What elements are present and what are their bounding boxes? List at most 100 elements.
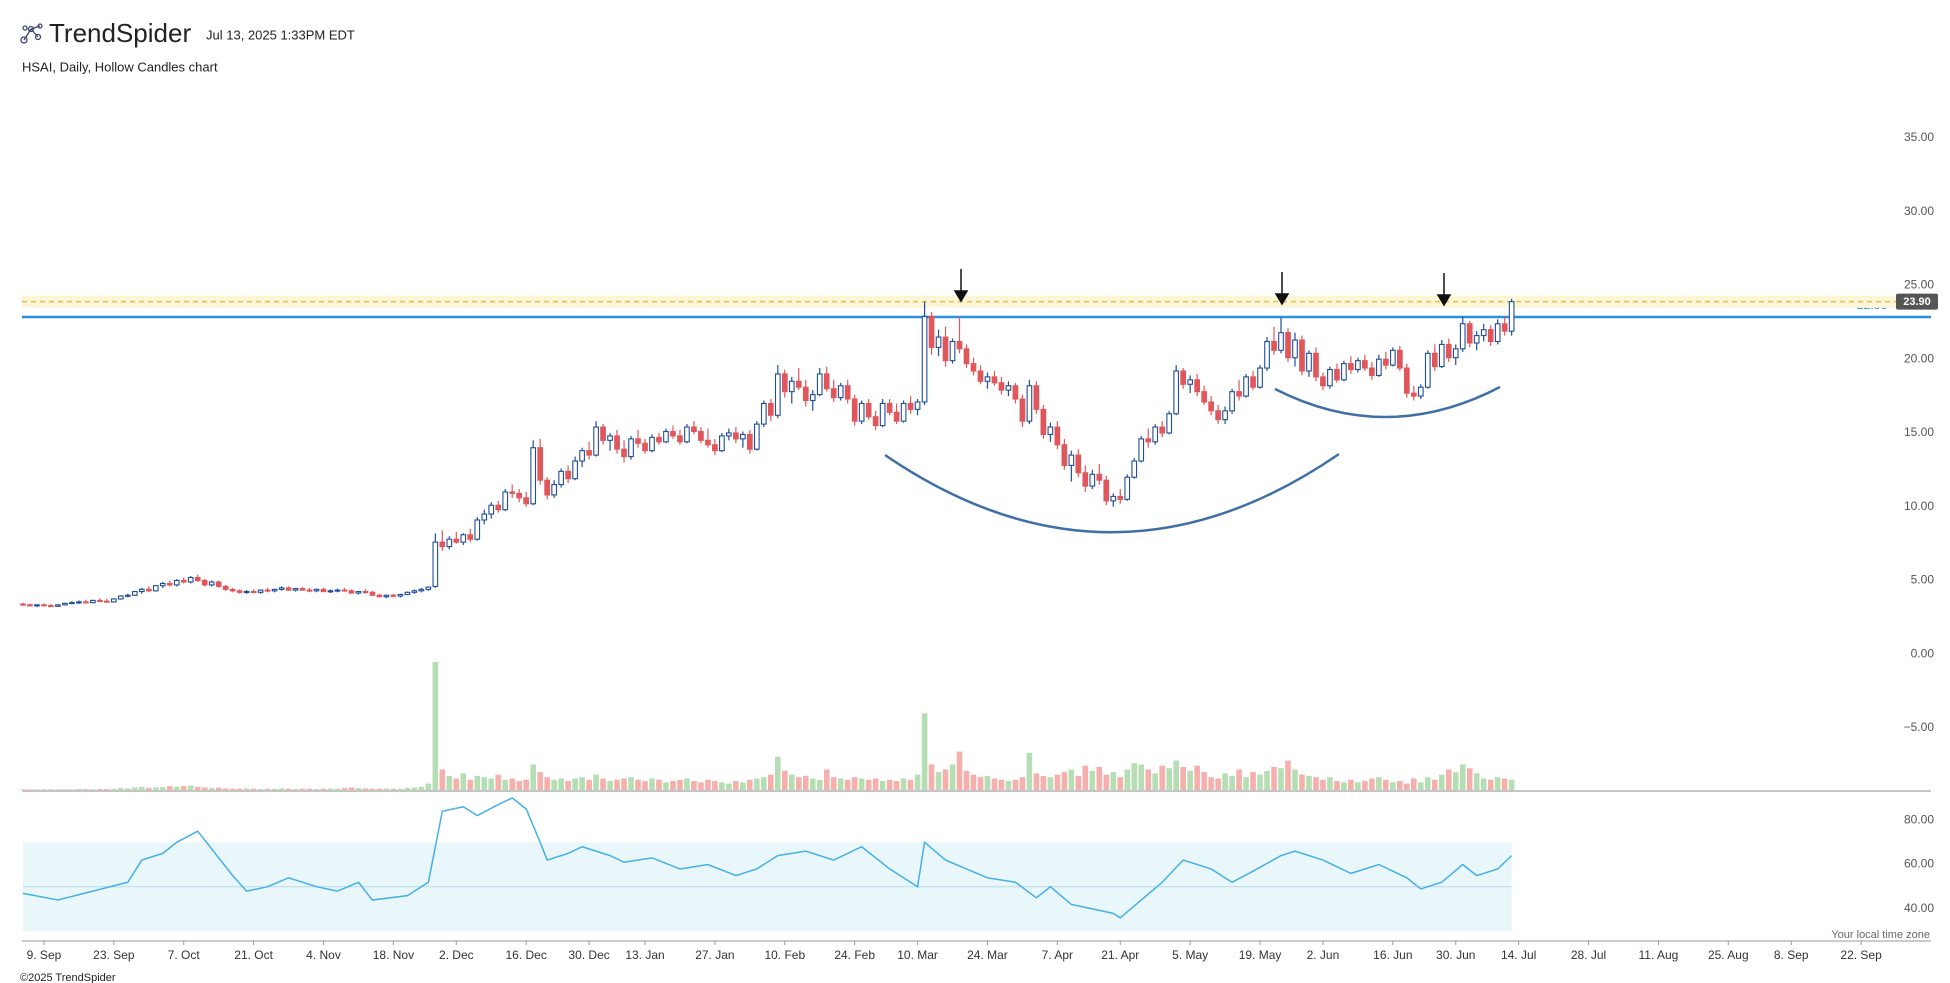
candle-body [726,432,732,437]
volume-bar [376,788,383,790]
candle-body [1047,426,1054,435]
volume-bar [761,777,767,790]
candle-body [705,439,711,446]
volume-bar [320,788,327,790]
volume-bar [1173,760,1179,790]
volume-bar [187,785,194,790]
volume-bar [635,779,641,790]
candle-body [865,402,872,418]
time-zone-note: Your local time zone [1831,929,1930,941]
candle-body [691,426,697,433]
brand: TrendSpider [49,18,191,48]
volume-bar [600,778,606,790]
volume-bar [362,788,369,790]
candle-body [138,588,145,593]
volume-bar [418,786,425,790]
candle-body [418,588,425,592]
volume-bar [453,778,460,790]
candle-body [1250,376,1256,388]
volume-bar [271,788,278,790]
volume-bar [775,756,781,790]
x-tick-label: 22. Sep [1840,948,1882,962]
volume-bar [942,769,949,790]
x-tick-label: 16. Jun [1373,948,1412,962]
candle-body [530,447,537,505]
volume-bar [677,779,683,790]
volume-bar [768,774,774,790]
candle-body [942,336,949,362]
candle-body [851,398,858,422]
candle-body [642,442,648,452]
candle-body [956,340,963,350]
volume-bar [1480,778,1487,790]
candle-body [250,591,257,594]
volume-bar [495,774,502,790]
volume-bar [726,783,732,790]
volume-bar [593,774,599,790]
x-tick-label: 9. Sep [27,948,62,962]
volume-bar [1089,770,1096,790]
candle-body [83,601,89,604]
candle-body [1075,454,1082,474]
candle-body [893,411,900,422]
candle-body [1012,385,1019,400]
cup-arc [884,452,1340,534]
volume-bar [1194,765,1200,790]
volume-bar [530,764,536,790]
candle-body [1376,358,1382,376]
candle-body [369,591,376,596]
volume-bar [1068,769,1075,790]
candle-body [872,416,879,427]
volume-bar [851,777,858,790]
volume-bar [844,779,851,790]
candle-body [1473,335,1480,344]
candle-body [90,599,96,604]
candle-body [621,448,627,458]
volume-bar [809,778,816,790]
candle-body [1061,444,1068,466]
y-tick-label: −5.00 [1904,720,1935,734]
candle-body [152,585,159,592]
candle-body [124,594,131,597]
volume-bar [1383,779,1389,790]
volume-bar [313,788,320,790]
volume-bar [886,779,893,790]
candle-body [1257,367,1263,388]
candle-body [719,435,725,452]
candle-body [1131,460,1138,478]
candle-body [383,594,390,598]
candle-body [1334,368,1340,381]
volume-bar [642,781,648,790]
volume-bar [1264,770,1270,790]
arrows [953,269,1452,307]
volume-bar [1452,772,1459,790]
volume-bar [1250,772,1256,790]
candle-body [586,450,592,456]
y-tick-label: 10.00 [1904,499,1934,513]
volume-bar [41,789,47,790]
candle-body [516,492,523,499]
candle-body [753,423,760,450]
candle-body [1005,385,1012,391]
volume-bar [173,786,180,790]
candle-body [341,589,348,592]
volume-bar [1313,777,1319,790]
candle-body [1054,426,1061,446]
volume-bar [1082,765,1089,790]
candle-body [397,593,404,597]
volume-bar [397,788,404,790]
candle-body [551,484,557,496]
candle-body [173,579,180,586]
candle-body [1341,363,1347,381]
candle-body [935,336,942,348]
volume-bar [691,781,697,790]
candle-body [1383,358,1389,366]
volume-bar [788,774,795,790]
candle-body [453,538,460,543]
volume-bar [334,788,341,790]
candle-body [712,444,718,452]
candle-body [921,315,928,403]
volume-bar [572,778,578,790]
volume-bar [802,775,809,790]
rsi-tick-label: 40.00 [1904,901,1934,915]
